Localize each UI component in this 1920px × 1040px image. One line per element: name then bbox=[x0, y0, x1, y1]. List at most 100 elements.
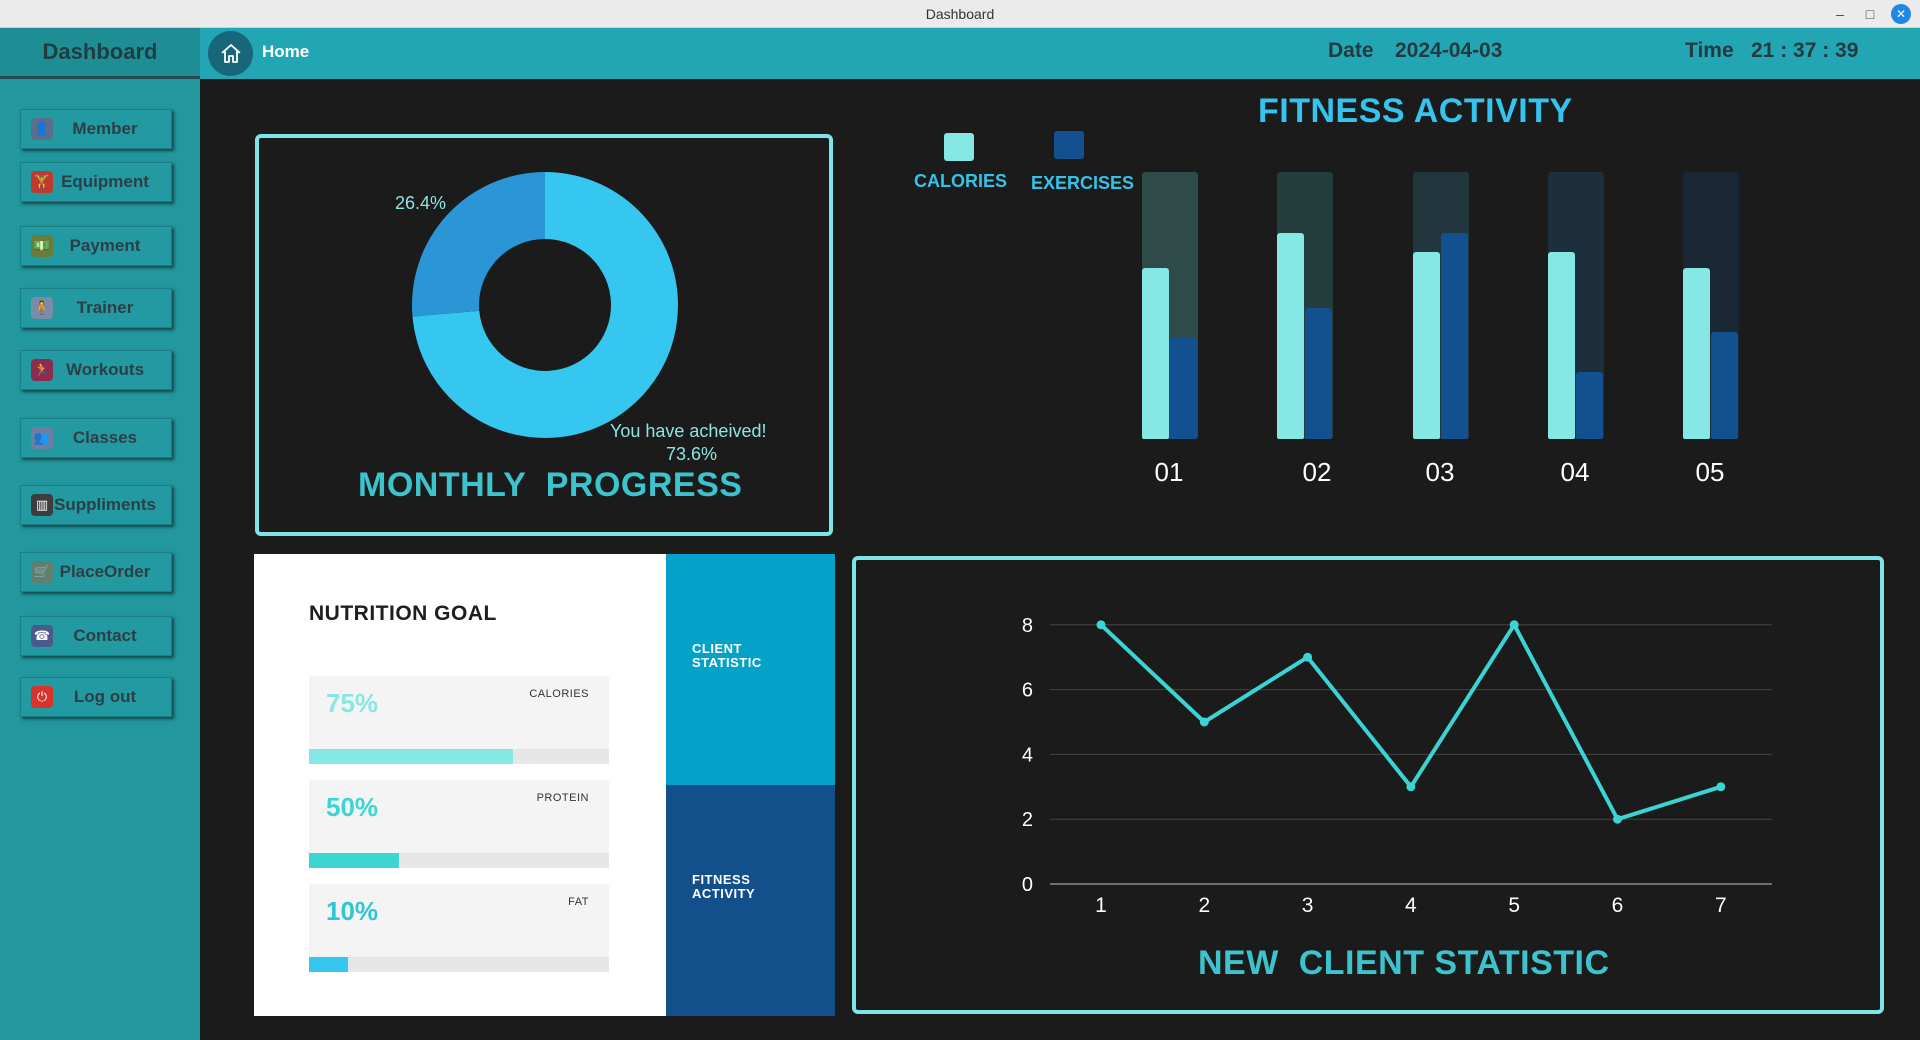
goal-label: CALORIES bbox=[529, 688, 589, 700]
bar-category-label: 05 bbox=[1695, 457, 1725, 487]
exercises-bar-04 bbox=[1576, 372, 1603, 439]
goal-progress-fill bbox=[309, 957, 348, 972]
y-tick-label: 0 bbox=[1022, 874, 1033, 896]
calories-bar-04 bbox=[1548, 252, 1575, 439]
minimize-icon[interactable]: – bbox=[1836, 6, 1844, 22]
goal-progress-track bbox=[309, 957, 609, 972]
y-tick-label: 8 bbox=[1022, 615, 1033, 637]
line-point bbox=[1303, 652, 1313, 662]
sidebar-item-label: Suppliments bbox=[53, 495, 156, 514]
goal-progress-fill bbox=[309, 749, 513, 764]
fitness-activity-tab[interactable]: FITNESS ACTIVITY bbox=[666, 785, 835, 1016]
time-value: 21 : 37 : 39 bbox=[1751, 39, 1859, 62]
calories-bar-03 bbox=[1413, 252, 1440, 439]
legend-calories-swatch bbox=[944, 133, 974, 161]
exercises-bar-03 bbox=[1441, 233, 1468, 439]
sidebar-item-label: Contact bbox=[73, 626, 137, 645]
contact-icon: ☎ bbox=[31, 625, 53, 647]
x-tick-label: 1 bbox=[1095, 894, 1107, 917]
nutrition-goal-calories: 75% CALORIES bbox=[309, 676, 609, 764]
line-point bbox=[1096, 620, 1106, 630]
pie-label-small: 26.4% bbox=[395, 193, 447, 213]
legend-exercises-label: EXERCISES bbox=[1031, 173, 1135, 193]
legend-calories-label: CALORIES bbox=[914, 171, 1008, 191]
suppliments-icon: ▥ bbox=[31, 494, 53, 516]
goal-progress-track bbox=[309, 749, 609, 764]
bar-category-label: 02 bbox=[1302, 457, 1332, 487]
exercises-bar-01 bbox=[1170, 337, 1197, 439]
bar-category-label: 03 bbox=[1425, 457, 1455, 487]
workouts-icon: 🏃 bbox=[31, 359, 53, 381]
header-bar: Home Date 2024-04-03 Time 21 : 37 : 39 bbox=[200, 28, 1920, 79]
bar-category-label: 04 bbox=[1560, 457, 1590, 487]
time-label: Time bbox=[1685, 39, 1734, 62]
y-tick-label: 4 bbox=[1022, 744, 1033, 766]
nutrition-goal-card: NUTRITION GOAL 75% CALORIES 50% PROTEIN 10% F… bbox=[254, 554, 666, 1016]
donut-slice-1 bbox=[412, 172, 545, 317]
exercises-bar-02 bbox=[1305, 308, 1332, 439]
bar-category-label: 01 bbox=[1154, 457, 1184, 487]
line-point bbox=[1716, 782, 1726, 792]
x-tick-label: 6 bbox=[1612, 894, 1624, 917]
fitness-activity-tab-line2: ACTIVITY bbox=[692, 886, 756, 901]
x-tick-label: 3 bbox=[1302, 894, 1314, 917]
sidebar-item-payment[interactable]: 💵 Payment bbox=[20, 226, 172, 266]
sidebar-item-equipment[interactable]: 🏋 Equipment bbox=[20, 162, 172, 202]
sidebar-item-label: PlaceOrder bbox=[59, 562, 151, 581]
nutrition-goal-protein: 50% PROTEIN bbox=[309, 780, 609, 868]
sidebar-item-log-out[interactable]: ⏻ Log out bbox=[20, 677, 172, 717]
new-client-statistic-panel bbox=[852, 556, 1884, 1014]
sidebar-item-label: Log out bbox=[73, 687, 137, 706]
sidebar-item-contact[interactable]: ☎ Contact bbox=[20, 616, 172, 656]
home-button[interactable] bbox=[208, 31, 253, 76]
line-point bbox=[1613, 814, 1622, 824]
exercises-bar-05 bbox=[1711, 332, 1738, 439]
close-icon[interactable]: ✕ bbox=[1891, 4, 1911, 24]
sidebar-item-placeorder[interactable]: 🛒 PlaceOrder bbox=[20, 552, 172, 592]
sidebar-item-workouts[interactable]: 🏃 Workouts bbox=[20, 350, 172, 390]
sidebar-item-suppliments[interactable]: ▥ Suppliments bbox=[20, 485, 172, 525]
pie-label-large-line2: 73.6% bbox=[666, 444, 718, 464]
client-statistic-line2: STATISTIC bbox=[692, 655, 762, 670]
sidebar-item-label: Workouts bbox=[65, 360, 145, 379]
line-point bbox=[1509, 620, 1519, 630]
line-point bbox=[1406, 782, 1416, 792]
monthly-progress-title: MONTHLY PROGRESS bbox=[358, 466, 743, 504]
classes-icon: 👥 bbox=[31, 427, 53, 449]
sidebar-item-member[interactable]: 👤 Member bbox=[20, 109, 172, 149]
fitness-activity-tab-line1: FITNESS bbox=[692, 872, 751, 887]
goal-label: PROTEIN bbox=[536, 792, 589, 804]
goal-percent: 75% bbox=[326, 688, 379, 718]
sidebar-item-classes[interactable]: 👥 Classes bbox=[20, 418, 172, 458]
monthly-progress-panel bbox=[255, 134, 833, 536]
window-title-bar: Dashboard – □ ✕ bbox=[0, 0, 1920, 28]
legend-exercises-swatch bbox=[1054, 131, 1084, 159]
sidebar-item-trainer[interactable]: 🧍 Trainer bbox=[20, 288, 172, 328]
member-icon: 👤 bbox=[31, 118, 53, 140]
y-tick-label: 2 bbox=[1022, 809, 1033, 831]
calories-bar-02 bbox=[1277, 233, 1304, 439]
place-order-icon: 🛒 bbox=[31, 561, 53, 583]
trainer-icon: 🧍 bbox=[31, 297, 53, 319]
x-tick-label: 2 bbox=[1198, 894, 1210, 917]
x-tick-label: 5 bbox=[1508, 894, 1520, 917]
line-point bbox=[1199, 717, 1209, 727]
maximize-icon[interactable]: □ bbox=[1865, 6, 1875, 22]
y-tick-label: 6 bbox=[1022, 680, 1033, 702]
window-title: Dashboard bbox=[925, 6, 995, 22]
home-label[interactable]: Home bbox=[262, 42, 310, 61]
sidebar-item-label: Classes bbox=[72, 428, 138, 447]
x-tick-label: 7 bbox=[1715, 894, 1727, 917]
pie-label-large-line1: You have acheived! bbox=[610, 421, 767, 441]
logout-icon: ⏻ bbox=[31, 686, 53, 708]
sidebar-item-label: Member bbox=[72, 119, 138, 138]
sidebar-item-label: Equipment bbox=[61, 172, 149, 191]
donut-slice-0 bbox=[412, 172, 678, 439]
goal-progress-fill bbox=[309, 853, 399, 868]
client-statistic-tab[interactable]: CLIENT STATISTIC bbox=[666, 554, 835, 785]
sidebar-item-label: Trainer bbox=[76, 298, 134, 317]
calories-bar-01 bbox=[1142, 268, 1169, 439]
goal-progress-track bbox=[309, 853, 609, 868]
new-client-statistic-title: NEW CLIENT STATISTIC bbox=[1198, 944, 1610, 982]
